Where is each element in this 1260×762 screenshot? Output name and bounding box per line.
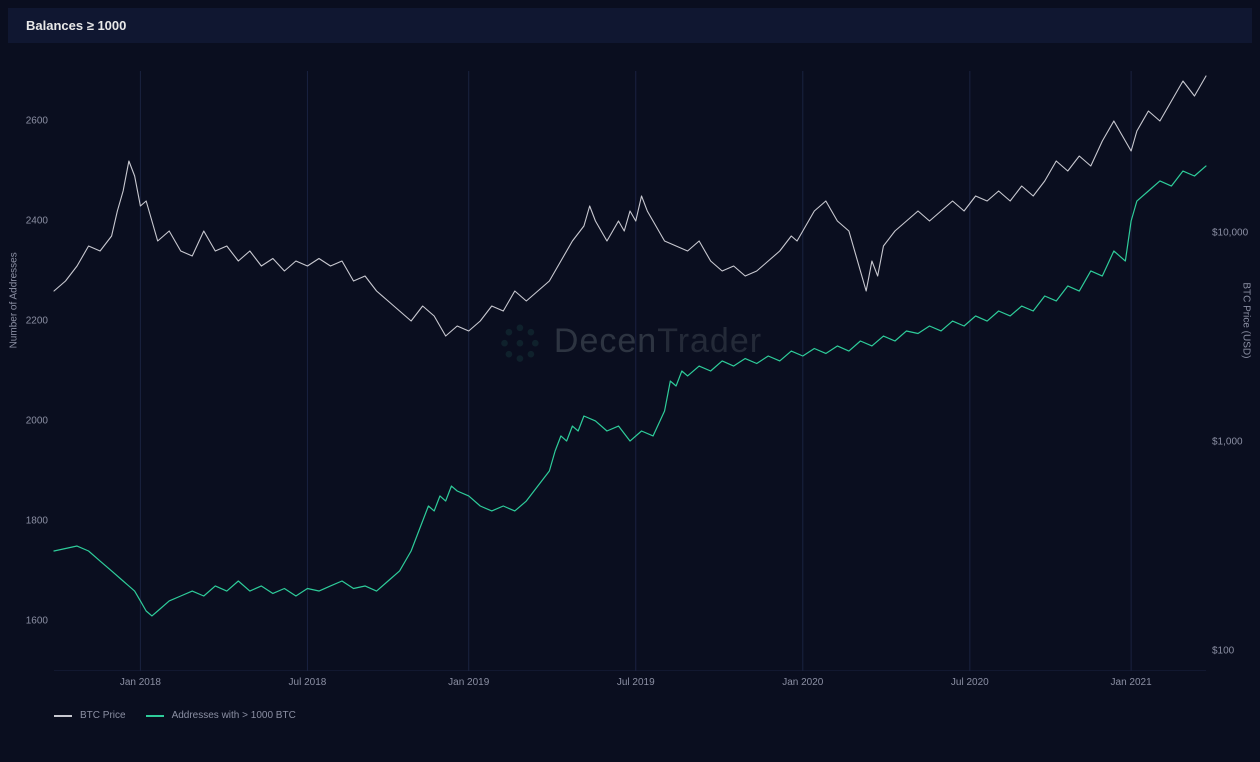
legend-item-btc-price: BTC Price	[54, 710, 126, 721]
y-left-tick: 1800	[26, 516, 48, 527]
legend-swatch	[54, 715, 72, 717]
y-left-tick: 2000	[26, 416, 48, 427]
y-axis-label-right: BTC Price (USD)	[1241, 282, 1252, 358]
chart-series	[54, 71, 1206, 671]
x-axis-tick: Jan 2020	[782, 677, 823, 688]
y-left-tick: 1600	[26, 616, 48, 627]
y-right-tick: $1,000	[1212, 437, 1243, 448]
legend-swatch	[146, 715, 164, 717]
y-left-tick: 2400	[26, 216, 48, 227]
legend-label: BTC Price	[80, 710, 126, 721]
y-left-tick: 2600	[26, 116, 48, 127]
plot-area: DecenTrader Jan 2018Jul 2018Jan 2019Jul …	[54, 71, 1206, 671]
x-axis-tick: Jan 2019	[448, 677, 489, 688]
y-right-tick: $100	[1212, 645, 1234, 656]
chart-title-bar: Balances ≥ 1000	[8, 8, 1252, 43]
chart-title: Balances ≥ 1000	[26, 18, 126, 33]
y-right-tick: $10,000	[1212, 228, 1248, 239]
legend-item-addresses: Addresses with > 1000 BTC	[146, 710, 296, 721]
y-left-tick: 2200	[26, 316, 48, 327]
x-axis-tick: Jul 2019	[617, 677, 655, 688]
y-axis-label-left: Number of Addresses	[9, 252, 20, 348]
x-axis-tick: Jul 2020	[951, 677, 989, 688]
chart-legend: BTC Price Addresses with > 1000 BTC	[54, 710, 296, 721]
chart-container: Number of Addresses BTC Price (USD) Dece…	[8, 51, 1252, 731]
x-axis-tick: Jan 2018	[120, 677, 161, 688]
legend-label: Addresses with > 1000 BTC	[172, 710, 296, 721]
x-axis-tick: Jul 2018	[289, 677, 327, 688]
x-axis-tick: Jan 2021	[1111, 677, 1152, 688]
